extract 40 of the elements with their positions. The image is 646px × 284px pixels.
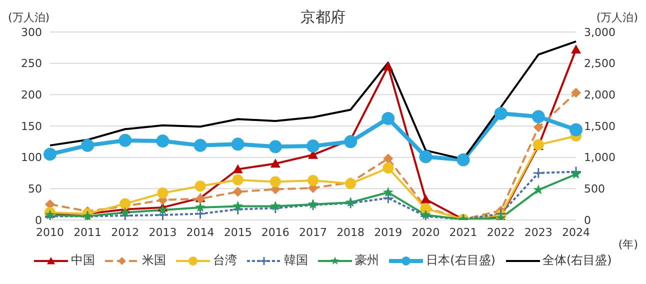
x-tick-label: 2024 bbox=[562, 226, 590, 239]
y-tick-label: 250 bbox=[21, 57, 42, 70]
x-tick-label: 2020 bbox=[412, 226, 440, 239]
x-tick-label: 2010 bbox=[36, 226, 64, 239]
x-tick-label: 2014 bbox=[186, 226, 214, 239]
y-tick-label: 0 bbox=[35, 214, 42, 227]
legend-label: 全体(右目盛) bbox=[542, 252, 612, 269]
legend-label: 豪州 bbox=[355, 252, 380, 269]
x-tick-label: 2012 bbox=[111, 226, 140, 239]
x-tick-label: 2022 bbox=[486, 226, 515, 239]
y-tick-label: 150 bbox=[21, 120, 42, 133]
y2-tick-label: 1,500 bbox=[584, 120, 616, 133]
legend-label: 日本(右目盛) bbox=[426, 252, 496, 269]
x-tick-label: 2023 bbox=[524, 226, 552, 239]
x-tick-label: 2016 bbox=[261, 226, 290, 239]
y-tick-label: 200 bbox=[21, 88, 42, 102]
x-tick-label: 2013 bbox=[148, 226, 177, 239]
x-tick-label: 2015 bbox=[224, 226, 252, 239]
chart-title: 京都府 bbox=[300, 8, 346, 26]
x-tick-label: 2021 bbox=[449, 226, 478, 239]
y2-axis-title: (万人泊) bbox=[596, 10, 638, 25]
legend-label: 韓国 bbox=[284, 252, 308, 269]
y-axis-title: (万人泊) bbox=[8, 10, 50, 25]
y2-tick-label: 0 bbox=[584, 214, 591, 227]
legend-label: 中国 bbox=[71, 252, 96, 269]
y-tick-label: 50 bbox=[28, 182, 42, 196]
y2-tick-label: 2,000 bbox=[584, 88, 616, 102]
legend-label: 台湾 bbox=[213, 252, 238, 269]
y-tick-label: 100 bbox=[21, 151, 42, 164]
x-tick-label: 2019 bbox=[374, 226, 402, 239]
legend-label: 米国 bbox=[142, 252, 166, 269]
y2-tick-label: 1,000 bbox=[584, 151, 616, 164]
y-tick-label: 300 bbox=[21, 26, 42, 39]
x-tick-label: 2017 bbox=[299, 226, 327, 239]
y2-tick-label: 2,500 bbox=[584, 57, 616, 70]
y2-tick-label: 500 bbox=[584, 182, 605, 196]
y2-tick-label: 3,000 bbox=[584, 26, 616, 39]
x-axis-title: (年) bbox=[618, 237, 638, 252]
x-tick-label: 2011 bbox=[74, 226, 102, 239]
x-tick-label: 2018 bbox=[336, 226, 365, 239]
